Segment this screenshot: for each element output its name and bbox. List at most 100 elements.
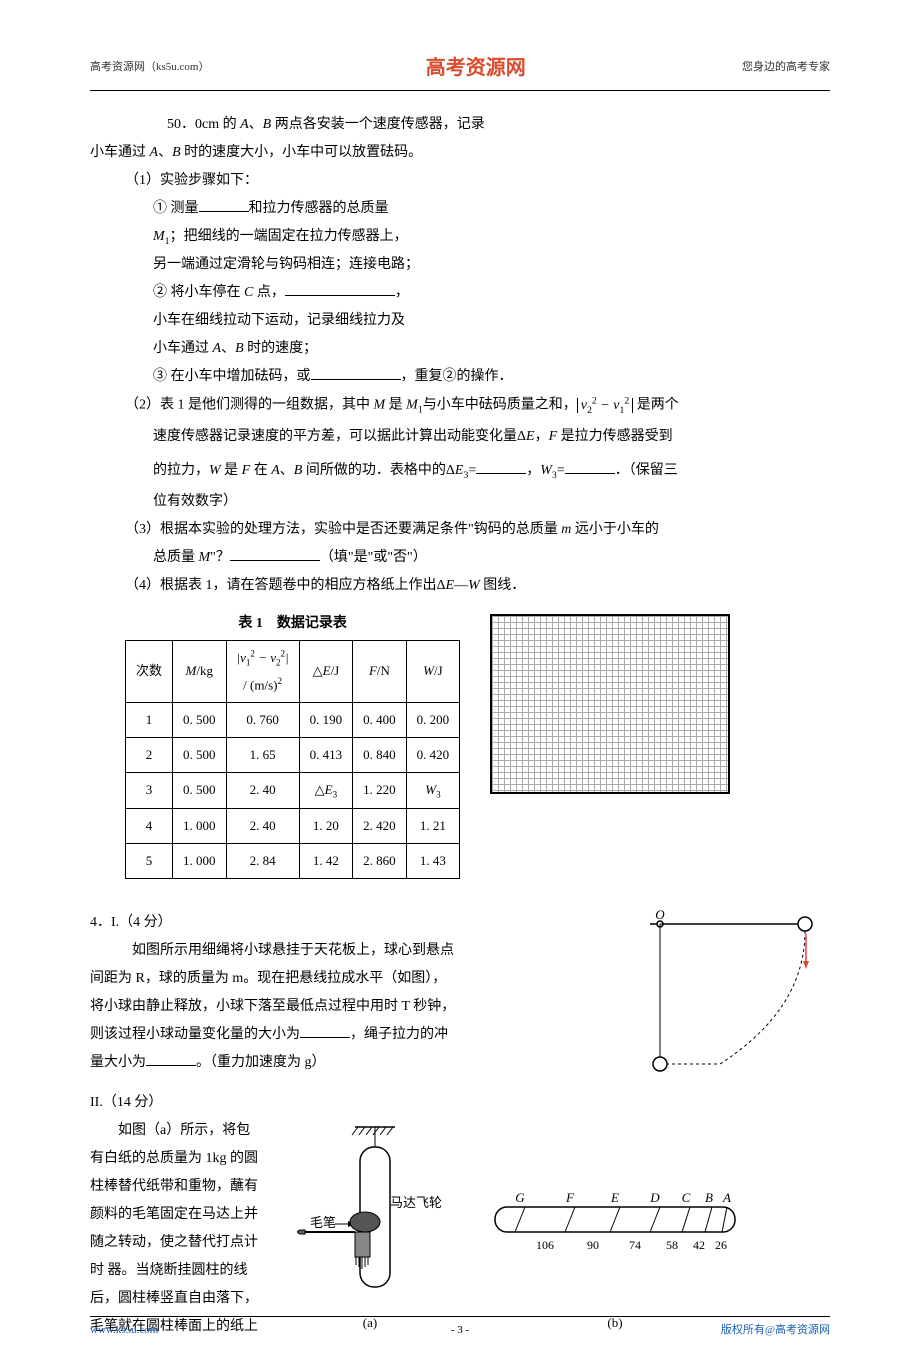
- question-4: 4．I.（4 分） 如图所示用细绳将小球悬挂于天花板上，球心到悬点 间距为 R，…: [90, 909, 830, 1341]
- cell: 0. 413: [299, 738, 353, 773]
- q4ii-p3: 柱棒替代纸带和重物，蘸有: [90, 1173, 265, 1201]
- q2l3-sep: 、: [280, 463, 294, 478]
- tape-label-f: F: [565, 1190, 575, 1205]
- tape-val: 90: [587, 1238, 599, 1252]
- q3-text: （3）根据本实验的处理方法，实验中是否还要满足条件"钩码的总质量: [125, 522, 561, 537]
- table-row: 3 0. 500 2. 40 △E3 1. 220 W3: [126, 773, 460, 809]
- intro2-text: 小车通过: [90, 145, 150, 160]
- cell: 0. 420: [406, 738, 460, 773]
- q1-step3: ③ 在小车中增加砝码，或 ，重复②的操作．: [153, 363, 830, 391]
- blank-field[interactable]: [285, 280, 395, 297]
- blank-field[interactable]: [565, 457, 615, 474]
- q3l2-text2: "？: [210, 550, 230, 565]
- step2l3-sep: 、: [221, 341, 235, 356]
- q4ii-p1: 如图（a）所示，将包: [90, 1117, 265, 1145]
- th-work: W/J: [406, 640, 460, 702]
- q3l2-text: 总质量: [153, 550, 199, 565]
- cell: 1. 42: [299, 843, 353, 878]
- data-table: 次数 M/kg |v12 − v22| / (m/s)2 △E/J F/N W/…: [125, 640, 460, 879]
- grid-paper: [490, 614, 730, 794]
- q2l2-text2: 是拉力传感器受到: [557, 429, 673, 444]
- cell: 0. 500: [173, 703, 227, 738]
- q3-line2: 总质量 M"？（填"是"或"否"）: [153, 544, 830, 572]
- tape-val: 42: [693, 1238, 705, 1252]
- cell: 1. 000: [173, 808, 227, 843]
- cell: 0. 500: [173, 773, 227, 809]
- motor-label: 马达飞轮: [390, 1195, 442, 1210]
- q4-ii-row: 如图（a）所示，将包 有白纸的总质量为 1kg 的圆 柱棒替代纸带和重物，蘸有 …: [90, 1117, 830, 1341]
- th-de: △E/J: [299, 640, 353, 702]
- q1-step2-line2: 小车在细线拉动下运动，记录细线拉力及: [153, 307, 830, 335]
- th-mass: M/kg: [173, 640, 227, 702]
- blank-field[interactable]: [230, 544, 320, 561]
- intro2-sep: 、: [158, 145, 172, 160]
- step3-text: ③ 在小车中增加砝码，或: [153, 369, 311, 384]
- q1-step2-line3: 小车通过 A、B 时的速度；: [153, 335, 830, 363]
- q4ii-p6: 时 器。当烧断挂圆柱的线: [90, 1257, 265, 1285]
- tape-val: 26: [715, 1238, 727, 1252]
- blank-field[interactable]: [199, 195, 249, 212]
- q4ii-p7: 后，圆柱棒竖直自由落下，: [90, 1285, 265, 1313]
- cell: 2. 860: [353, 843, 407, 878]
- tape-val: 106: [536, 1238, 554, 1252]
- q2l3-sep2: ，: [526, 463, 540, 478]
- tape-val: 58: [666, 1238, 678, 1252]
- q4-p4: 则该过程小球动量变化量的大小为，绳子拉力的冲: [90, 1021, 610, 1049]
- q4ii-p2: 有白纸的总质量为 1kg 的圆: [90, 1145, 265, 1173]
- cell: 1. 20: [299, 808, 353, 843]
- q2l3-text2: 是: [221, 463, 242, 478]
- footer-url[interactable]: www.ks5u.com: [90, 1321, 158, 1341]
- step2-text2: 点，: [253, 285, 285, 300]
- cell: 1. 21: [406, 808, 460, 843]
- cell: 0. 840: [353, 738, 407, 773]
- cell: 0. 200: [406, 703, 460, 738]
- intro2-text2: 时的速度大小，小车中可以放置砝码。: [181, 145, 423, 160]
- blank-field[interactable]: [146, 1049, 196, 1066]
- page-container: 高考资源网（ks5u.com） 高考资源网 您身边的高考专家 50．0cm 的 …: [0, 0, 920, 1371]
- cell: 2. 84: [226, 843, 299, 878]
- blank-field[interactable]: [476, 457, 526, 474]
- apparatus-diagram-a: 毛笔 马达飞轮 (a): [280, 1117, 460, 1337]
- intro-text2: 两点各安装一个速度传感器，记录: [271, 117, 485, 132]
- step2-text: ② 将小车停在: [153, 285, 244, 300]
- blank-field[interactable]: [300, 1021, 350, 1038]
- q4p-text2: 图线．: [480, 578, 526, 593]
- table-row: 5 1. 000 2. 84 1. 42 2. 860 1. 43: [126, 843, 460, 878]
- q4-p2: 间距为 R，球的质量为 m。现在把悬线拉成水平（如图），: [90, 965, 610, 993]
- table-body: 1 0. 500 0. 760 0. 190 0. 400 0. 200 2 0…: [126, 703, 460, 879]
- th-count: 次数: [126, 640, 173, 702]
- cell: △E3: [299, 773, 353, 809]
- cell: 3: [126, 773, 173, 809]
- cell: 2: [126, 738, 173, 773]
- step1-line2-text: ；把细线的一端固定在拉力传感器上，: [170, 229, 408, 244]
- cell: 1. 65: [226, 738, 299, 773]
- q4-p5: 量大小为。（重力加速度为 g）: [90, 1049, 610, 1077]
- step3-text2: ，重复②的操作．: [401, 369, 513, 384]
- table-header-row: 次数 M/kg |v12 − v22| / (m/s)2 △E/J F/N W/…: [126, 640, 460, 702]
- pendulum-diagram: O: [630, 909, 830, 1079]
- q2l3-text3: 在: [250, 463, 271, 478]
- q2-text4: 是两个: [637, 398, 679, 413]
- header-center-title: 高考资源网: [426, 50, 526, 86]
- origin-label: O: [655, 909, 665, 922]
- step2l3-text2: 时的速度；: [244, 341, 318, 356]
- cell: 2. 420: [353, 808, 407, 843]
- q4-ii-title: II.（14 分）: [90, 1089, 830, 1117]
- q2-line1: （2）表 1 是他们测得的一组数据，其中 M 是 M1与小车中砝码质量之和，v2…: [125, 391, 830, 420]
- blank-field[interactable]: [311, 364, 401, 381]
- tape-label-d: D: [649, 1190, 660, 1205]
- q4p-sep: —: [454, 578, 468, 593]
- cell: 0. 400: [353, 703, 407, 738]
- tape-val: 74: [629, 1238, 641, 1252]
- step1-text2: 和拉力传感器的总质量: [249, 201, 389, 216]
- q2-text2: 是: [385, 398, 406, 413]
- q2l3-text5: ．（保留三: [615, 463, 678, 478]
- q4part: （4）根据表 1，请在答题卷中的相应方格纸上作出ΔE—W 图线．: [125, 572, 830, 600]
- q2l3-text: 的拉力，: [153, 463, 209, 478]
- q4p5-text2: 。（重力加速度为 g）: [196, 1055, 326, 1070]
- footer-copyright: 版权所有@高考资源网: [721, 1321, 830, 1341]
- q2-line4: 位有效数字）: [153, 488, 830, 516]
- q2l2-text: 速度传感器记录速度的平方差，可以据此计算出动能变化量Δ: [153, 429, 526, 444]
- table-row: 4 1. 000 2. 40 1. 20 2. 420 1. 21: [126, 808, 460, 843]
- q2l3-eq2: =: [557, 463, 565, 478]
